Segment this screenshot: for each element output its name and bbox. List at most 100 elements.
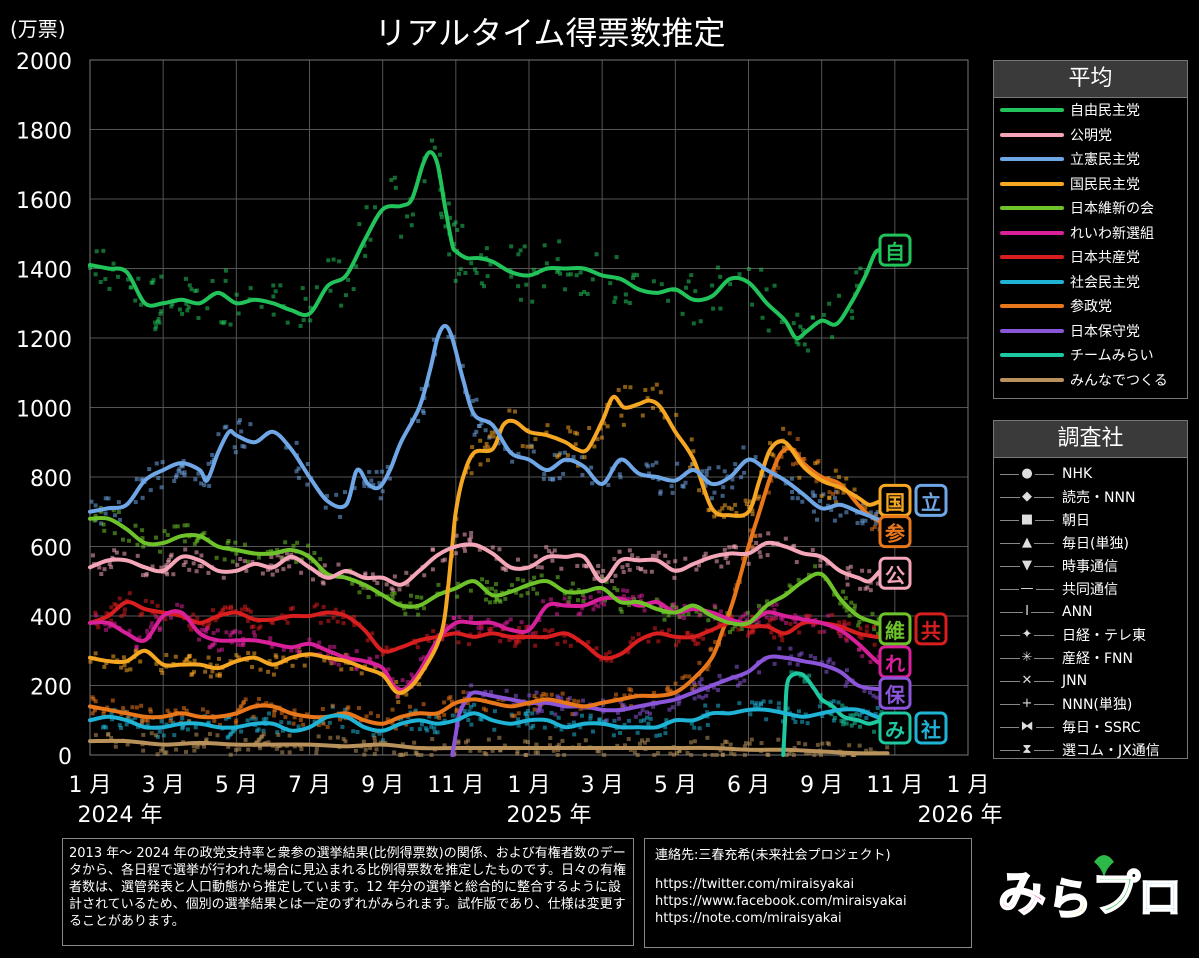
poll-point (157, 320, 162, 325)
poll-point (733, 624, 738, 629)
poll-point (630, 636, 635, 641)
poll-point (841, 753, 846, 757)
poll-point (479, 624, 484, 629)
poll-point (155, 603, 160, 608)
poll-point (119, 614, 124, 619)
poll-point (368, 746, 373, 751)
poll-point (189, 627, 194, 632)
poll-point (621, 422, 626, 427)
poll-point (112, 548, 117, 553)
poll-point (140, 721, 145, 726)
poll-point (516, 625, 521, 630)
poll-point (156, 476, 161, 481)
poll-point (106, 732, 111, 737)
poll-point (223, 278, 228, 283)
poll-point (678, 614, 683, 619)
poll-point (519, 620, 524, 625)
poll-point (844, 608, 849, 613)
poll-point (750, 614, 755, 619)
poll-point (148, 488, 153, 493)
poll-point (217, 656, 222, 661)
poll-point (750, 512, 755, 517)
poll-point (103, 277, 108, 282)
poll-point (236, 707, 241, 712)
poll-point (440, 558, 445, 563)
series-end-badge (878, 515, 912, 549)
poll-point (630, 553, 635, 558)
poll-point (722, 503, 727, 508)
poll-point (635, 556, 640, 561)
poll-point (401, 606, 406, 611)
poll-point (871, 693, 876, 698)
poll-point (596, 749, 601, 754)
poll-point (515, 637, 520, 642)
poll-point (489, 690, 494, 695)
series-line (88, 738, 890, 756)
poll-point (860, 568, 865, 573)
poll-point (562, 633, 567, 638)
poll-point (612, 556, 617, 561)
poll-point (705, 722, 710, 727)
svg-text:ら: ら (1048, 874, 1090, 922)
poll-point (555, 575, 560, 580)
poll-point (233, 540, 238, 545)
contact-link[interactable]: https://www.facebook.com/miraisyakai (655, 894, 907, 909)
poll-point (109, 710, 114, 715)
poll-point (549, 710, 554, 715)
poll-point (239, 607, 244, 612)
poll-point (594, 252, 599, 257)
poll-point (596, 563, 601, 568)
poll-point (380, 469, 385, 474)
poll-point (860, 654, 865, 659)
poll-point (400, 742, 405, 747)
poll-point (645, 396, 650, 401)
poll-point (677, 699, 682, 704)
poll-point (643, 569, 648, 574)
pollster-label: 読売・NNN (1062, 489, 1136, 506)
poll-point (367, 469, 372, 474)
poll-point (486, 617, 491, 622)
poll-point (677, 748, 682, 753)
poll-point (468, 617, 473, 622)
poll-point (479, 253, 484, 258)
poll-point (688, 465, 693, 470)
poll-point (664, 718, 669, 723)
poll-point (210, 460, 215, 465)
pollster-marker-icon: ✦ (1000, 627, 1054, 642)
poll-point (560, 738, 565, 743)
poll-point (532, 575, 537, 580)
poll-point (394, 679, 399, 684)
pollster-marker-icon: ◆ (1000, 489, 1054, 504)
poll-point (320, 580, 325, 585)
poll-point (658, 491, 663, 496)
poll-point (169, 716, 174, 721)
poll-point (839, 753, 844, 757)
contact-link[interactable]: https://note.com/miraisyakai (655, 911, 842, 926)
poll-point (484, 708, 489, 713)
poll-point (469, 534, 474, 539)
poll-point (736, 627, 741, 632)
poll-point (92, 518, 97, 523)
poll-point (545, 423, 550, 428)
poll-point (847, 570, 852, 575)
contact-link[interactable]: https://twitter.com/miraisyakai (655, 877, 855, 892)
poll-point (885, 745, 890, 750)
pollster-legend-item: + NNN(単独) (994, 692, 1187, 715)
series-end-badge (878, 711, 912, 745)
poll-point (712, 603, 717, 608)
pollster-marker-icon: ■ (1000, 512, 1054, 527)
poll-point (271, 283, 276, 288)
poll-point (516, 711, 521, 716)
poll-point (162, 529, 167, 534)
poll-point (839, 718, 844, 723)
poll-point (872, 524, 877, 529)
poll-point (841, 722, 846, 727)
poll-point (513, 693, 518, 698)
poll-point (374, 469, 379, 474)
poll-point (742, 678, 747, 683)
poll-point (637, 594, 642, 599)
poll-point (449, 699, 454, 704)
poll-point (864, 629, 869, 634)
poll-point (510, 459, 515, 464)
poll-point (171, 572, 176, 577)
